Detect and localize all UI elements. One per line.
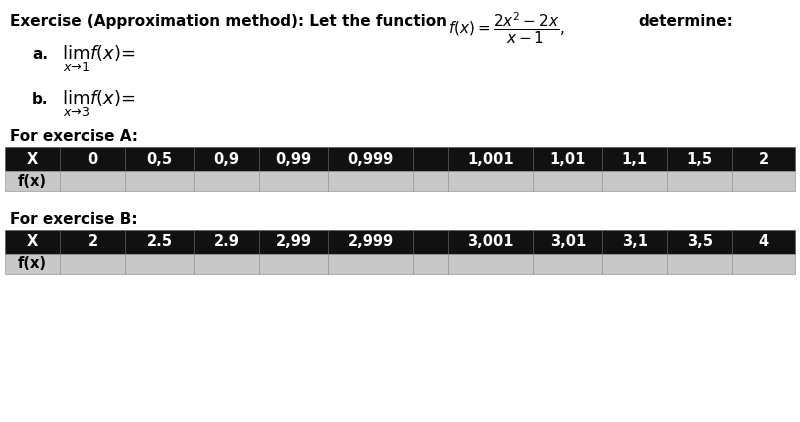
Text: Exercise (Approximation method): Let the function: Exercise (Approximation method): Let the… [10,14,447,29]
Text: 2.5: 2.5 [146,235,173,249]
Bar [602,230,667,254]
Bar [194,230,259,254]
Text: 1,5: 1,5 [686,151,713,167]
Text: 0,99: 0,99 [275,151,312,167]
Text: 0,5: 0,5 [146,151,173,167]
Bar [448,254,534,274]
Bar [125,230,194,254]
Text: f(x): f(x) [18,257,47,271]
Bar [534,254,602,274]
Text: 1,001: 1,001 [467,151,514,167]
Bar [413,171,448,191]
Bar [328,254,413,274]
Bar [5,171,60,191]
Bar [733,254,795,274]
Text: 0: 0 [87,151,98,167]
Bar [60,230,125,254]
Text: $\lim_{x \to 3} f(x) =$: $\lim_{x \to 3} f(x) =$ [62,89,136,119]
Bar [194,254,259,274]
Bar [448,147,534,171]
Text: determine:: determine: [638,14,733,29]
Text: 2: 2 [87,235,98,249]
Bar [60,147,125,171]
Text: For exercise A:: For exercise A: [10,129,138,144]
Text: 3,1: 3,1 [622,235,648,249]
Bar [733,230,795,254]
Text: $\lim_{x \to 1} f(x) =$: $\lim_{x \to 1} f(x) =$ [62,44,136,75]
Bar [602,171,667,191]
Bar [328,171,413,191]
Text: 2,99: 2,99 [275,235,311,249]
Bar [259,254,328,274]
Bar [534,171,602,191]
Bar [534,230,602,254]
Text: b.: b. [32,92,49,107]
Text: f(x): f(x) [18,173,47,189]
Bar [125,171,194,191]
Bar [448,171,534,191]
Text: For exercise B:: For exercise B: [10,212,138,227]
Text: 2: 2 [758,151,769,167]
Bar [5,230,60,254]
Bar [125,254,194,274]
Bar [194,171,259,191]
Bar [5,254,60,274]
Bar [328,147,413,171]
Bar [602,147,667,171]
Bar [413,254,448,274]
Bar [259,171,328,191]
Text: 2,999: 2,999 [347,235,394,249]
Bar [667,230,733,254]
Text: X: X [27,235,38,249]
Text: X: X [27,151,38,167]
Text: 0,999: 0,999 [347,151,394,167]
Text: 4: 4 [758,235,769,249]
Bar [413,147,448,171]
Text: 0,9: 0,9 [214,151,240,167]
Bar [125,147,194,171]
Bar [328,230,413,254]
Bar [448,230,534,254]
Bar [194,147,259,171]
Bar [413,230,448,254]
Text: 1,1: 1,1 [622,151,648,167]
Bar [667,254,733,274]
Text: a.: a. [32,47,48,62]
Text: 2.9: 2.9 [214,235,239,249]
Bar [60,254,125,274]
Bar [534,147,602,171]
Bar [259,230,328,254]
Bar [5,147,60,171]
Text: 1,01: 1,01 [550,151,586,167]
Bar [733,171,795,191]
Text: 3,001: 3,001 [467,235,514,249]
Text: 3,01: 3,01 [550,235,586,249]
Text: 3,5: 3,5 [687,235,713,249]
Bar [667,147,733,171]
Text: $f(x) = \dfrac{2x^2 -2x}{x-1},$: $f(x) = \dfrac{2x^2 -2x}{x-1},$ [448,11,565,46]
Bar [60,171,125,191]
Bar [733,147,795,171]
Bar [667,171,733,191]
Bar [259,147,328,171]
Bar [602,254,667,274]
